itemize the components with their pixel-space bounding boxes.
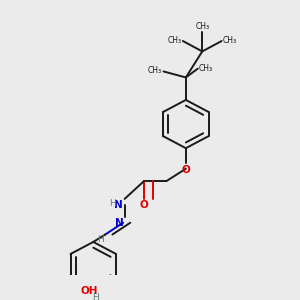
Text: CH₃: CH₃ (195, 22, 209, 31)
Text: N: N (115, 218, 123, 228)
Text: CH₃: CH₃ (223, 36, 237, 45)
Text: CH₃: CH₃ (199, 64, 213, 73)
Text: OH: OH (81, 286, 98, 296)
Text: N: N (114, 200, 123, 210)
Text: O: O (182, 165, 190, 175)
Text: H: H (97, 236, 104, 244)
Text: CH₃: CH₃ (167, 36, 182, 45)
Text: O: O (139, 200, 148, 210)
Text: H: H (110, 199, 116, 208)
Text: H: H (92, 293, 98, 300)
Text: CH₃: CH₃ (148, 66, 162, 75)
